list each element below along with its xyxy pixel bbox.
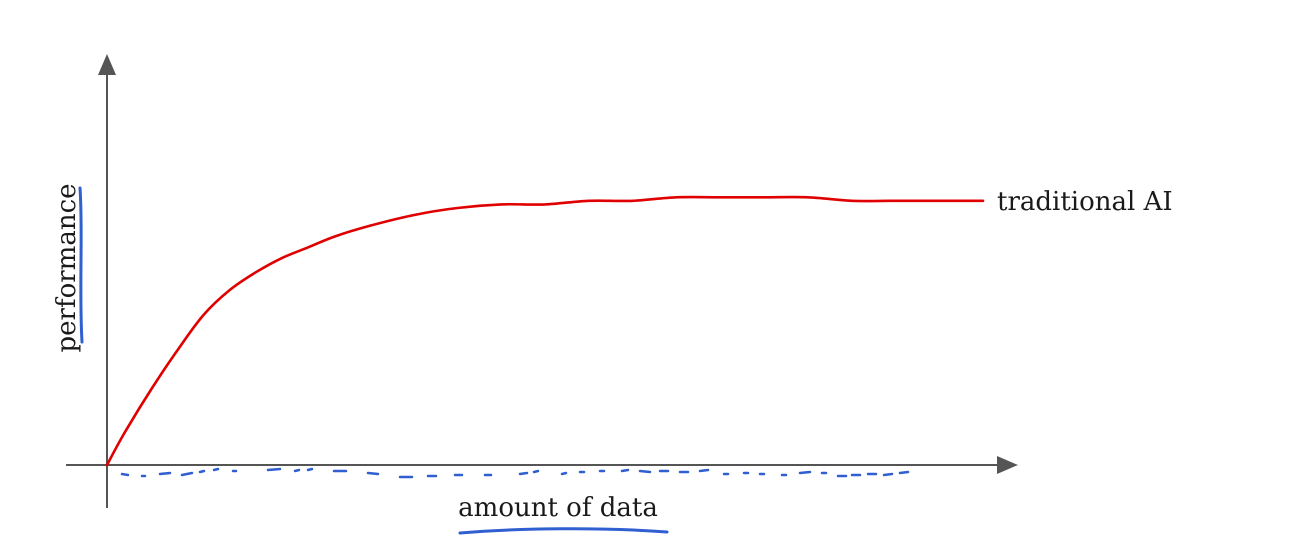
series-layer xyxy=(105,195,985,467)
x-axis-marking xyxy=(638,469,652,474)
x-axis-marking xyxy=(882,472,894,477)
x-axis-marking xyxy=(198,469,206,474)
x-axis-label: amount of data xyxy=(458,493,658,523)
x-axis-marking xyxy=(532,469,540,474)
x-axis-marking xyxy=(366,471,380,476)
y-axis-label: performance xyxy=(52,183,82,352)
x-axis-marking xyxy=(212,467,220,472)
x-axis-marking xyxy=(620,468,630,473)
x-axis-markings xyxy=(120,467,910,479)
x-axis-marking xyxy=(120,472,130,477)
x-axis-marking xyxy=(180,471,194,477)
x-axis-marking xyxy=(798,470,812,475)
x-axis-marking xyxy=(898,470,910,475)
y-axis-arrowhead xyxy=(98,54,116,75)
x-axis-marking xyxy=(158,471,172,476)
x-axis-label-underline xyxy=(458,527,669,535)
x-axis-marking xyxy=(560,471,568,476)
series-line-0 xyxy=(105,195,985,467)
x-axis-marking xyxy=(266,467,282,472)
series-labels: traditional AI xyxy=(997,187,1173,217)
x-axis-marking xyxy=(306,467,314,472)
x-axis-marking xyxy=(518,471,529,476)
x-axis-marking xyxy=(293,468,301,473)
series-label-0: traditional AI xyxy=(997,187,1173,217)
x-axis-marking xyxy=(698,468,710,473)
y-axis-label-underline xyxy=(78,186,84,344)
x-axis-arrowhead xyxy=(997,456,1018,474)
